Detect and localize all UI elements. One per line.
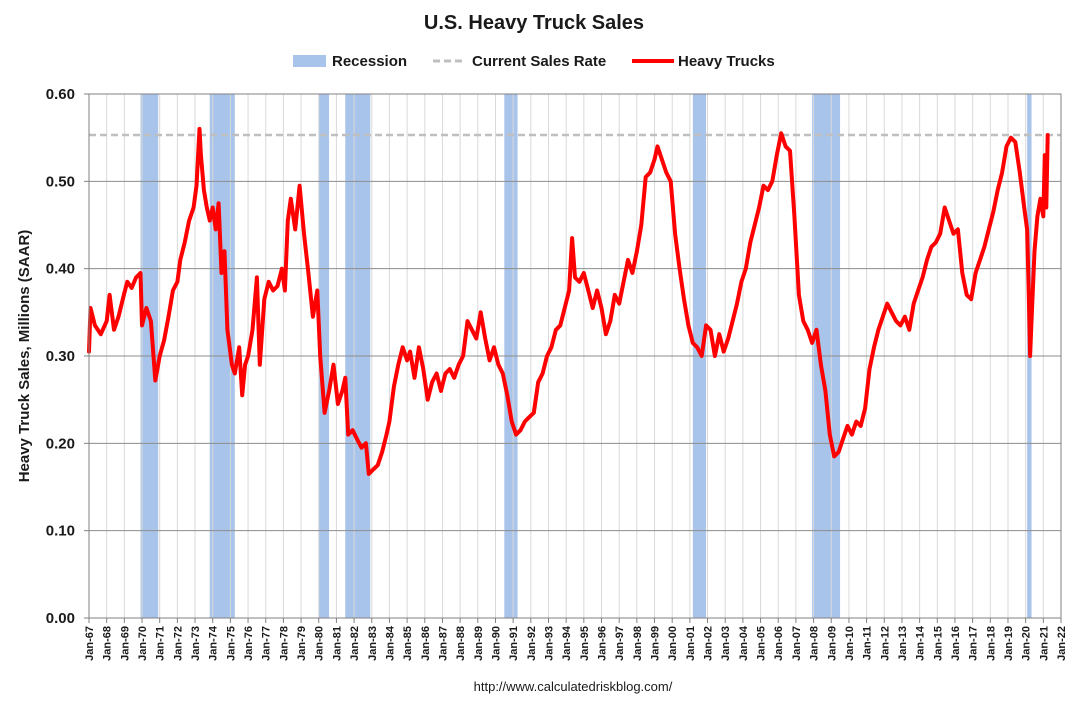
x-tick-label: Jan-01 — [685, 626, 697, 661]
y-axis-ticks: 0.00 0.10 0.20 0.30 0.40 0.50 0.60 — [46, 86, 89, 627]
x-tick-label: Jan-16 — [950, 626, 962, 661]
x-tick-label: Jan-70 — [137, 626, 149, 661]
x-tick-label: Jan-86 — [420, 626, 432, 661]
x-tick-label: Jan-98 — [632, 626, 644, 661]
y-axis-label: Heavy Truck Sales, Millions (SAAR) — [16, 230, 33, 483]
x-tick-label: Jan-78 — [278, 626, 290, 661]
x-tick-label: Jan-73 — [190, 626, 202, 661]
x-tick-label: Jan-14 — [915, 625, 927, 661]
x-tick-label: Jan-04 — [738, 625, 750, 661]
x-tick-label: Jan-06 — [773, 626, 785, 661]
x-tick-label: Jan-95 — [579, 626, 591, 661]
x-tick-label: Jan-02 — [703, 626, 715, 661]
x-tick-label: Jan-93 — [544, 626, 556, 661]
y-tick-label: 0.00 — [46, 610, 75, 627]
x-tick-label: Jan-17 — [968, 626, 980, 661]
x-tick-label: Jan-92 — [526, 626, 538, 661]
x-tick-label: Jan-80 — [314, 626, 326, 661]
source-url: http://www.calculatedriskblog.com/ — [474, 679, 673, 694]
x-tick-label: Jan-68 — [102, 626, 114, 661]
x-tick-label: Jan-67 — [84, 626, 96, 661]
x-tick-label: Jan-11 — [862, 626, 874, 660]
x-tick-label: Jan-84 — [384, 625, 396, 661]
x-tick-label: Jan-81 — [331, 626, 343, 661]
y-tick-label: 0.60 — [46, 86, 75, 103]
x-tick-label: Jan-97 — [614, 626, 626, 661]
x-tick-label: Jan-89 — [473, 626, 485, 661]
y-tick-label: 0.40 — [46, 261, 75, 278]
x-tick-label: Jan-08 — [809, 626, 821, 661]
y-tick-label: 0.20 — [46, 435, 75, 452]
y-tick-label: 0.30 — [46, 348, 75, 365]
x-tick-label: Jan-00 — [667, 626, 679, 661]
x-tick-label: Jan-82 — [349, 626, 361, 661]
x-tick-label: Jan-88 — [455, 626, 467, 661]
x-tick-label: Jan-15 — [932, 626, 944, 661]
x-tick-label: Jan-74 — [208, 625, 220, 661]
x-tick-label: Jan-20 — [1021, 626, 1033, 661]
x-tick-label: Jan-87 — [438, 626, 450, 661]
x-tick-label: Jan-10 — [844, 626, 856, 661]
heavy-trucks-line — [87, 126, 1050, 476]
x-tick-label: Jan-07 — [791, 626, 803, 661]
chart-title: U.S. Heavy Truck Sales — [424, 12, 644, 34]
x-tick-label: Jan-03 — [720, 626, 732, 661]
x-axis-ticks: Jan-67 Jan-68 Jan-69 Jan-70 Jan-71 Jan-72 Jan-… — [84, 618, 1068, 661]
x-tick-label: Jan-12 — [879, 626, 891, 661]
x-tick-label: Jan-85 — [402, 626, 414, 661]
x-tick-label: Jan-76 — [243, 626, 255, 661]
x-tick-label: Jan-69 — [119, 626, 131, 661]
x-tick-label: Jan-99 — [650, 626, 662, 661]
x-tick-label: Jan-83 — [367, 626, 379, 661]
x-tick-label: Jan-13 — [897, 626, 909, 661]
x-tick-label: Jan-77 — [261, 626, 273, 661]
x-tick-label: Jan-21 — [1038, 626, 1050, 661]
legend-label-heavy-trucks: Heavy Trucks — [678, 53, 775, 70]
plot-area — [87, 93, 1062, 619]
x-tick-label: Jan-19 — [1003, 626, 1015, 661]
y-tick-label: 0.50 — [46, 173, 75, 190]
x-tick-label: Jan-05 — [756, 626, 768, 661]
x-tick-label: Jan-79 — [296, 626, 308, 661]
x-tick-label: Jan-09 — [826, 626, 838, 661]
x-tick-label: Jan-96 — [597, 626, 609, 661]
y-tick-label: 0.10 — [46, 523, 75, 540]
legend-label-recession: Recession — [332, 53, 407, 70]
legend-label-current-rate: Current Sales Rate — [472, 53, 606, 70]
legend-swatch-recession — [293, 55, 326, 67]
legend: Recession Current Sales Rate Heavy Truck… — [293, 53, 775, 70]
x-tick-label: Jan-18 — [985, 626, 997, 661]
x-tick-label: Jan-72 — [172, 626, 184, 661]
x-tick-label: Jan-71 — [155, 626, 167, 661]
x-tick-label: Jan-22 — [1056, 626, 1068, 661]
x-tick-label: Jan-94 — [561, 625, 573, 661]
x-tick-label: Jan-90 — [491, 626, 503, 661]
x-tick-label: Jan-91 — [508, 626, 520, 661]
x-tick-label: Jan-75 — [225, 626, 237, 661]
